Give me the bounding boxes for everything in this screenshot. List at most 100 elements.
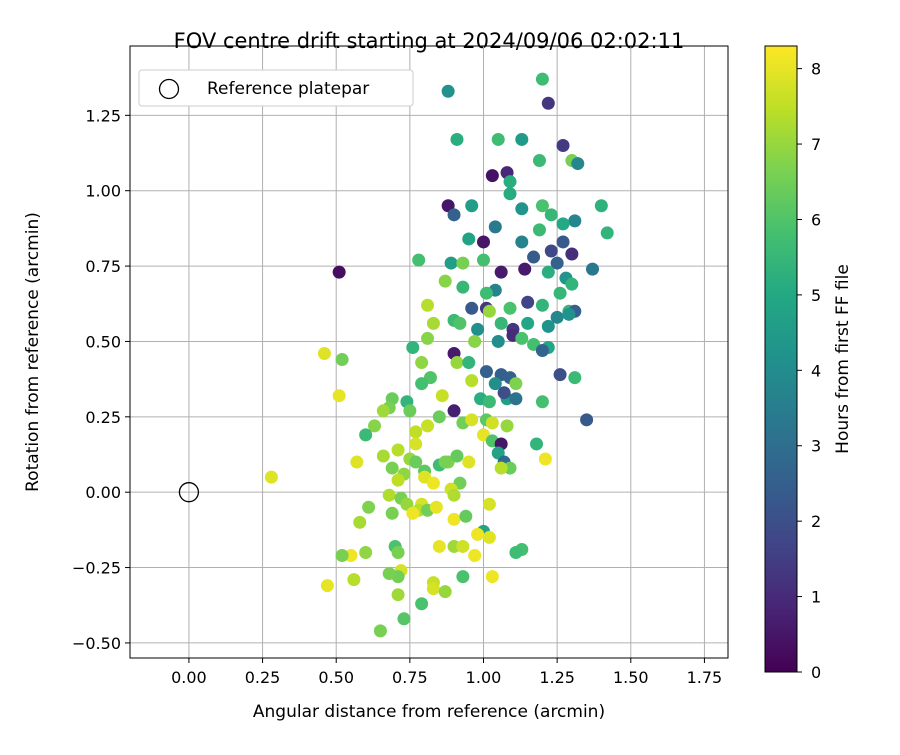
legend: Reference platepar xyxy=(138,69,414,107)
colorbar: 0 1 2 3 4 5 6 7 8 Hours from first FF file xyxy=(764,45,853,682)
colorbar-tick-label: 7 xyxy=(811,135,821,154)
data-point xyxy=(535,298,549,312)
data-point xyxy=(462,455,476,469)
data-point xyxy=(415,597,429,611)
legend-label: Reference platepar xyxy=(207,79,369,99)
y-axis-label: Rotation from reference (arcmin) xyxy=(23,212,43,492)
data-point xyxy=(447,488,461,502)
data-point xyxy=(509,392,523,406)
colorbar-gradient xyxy=(764,45,798,673)
data-point xyxy=(447,404,461,418)
data-point xyxy=(391,473,405,487)
data-point xyxy=(462,356,476,370)
data-point xyxy=(485,169,499,183)
data-point xyxy=(503,175,517,189)
data-point xyxy=(385,461,399,475)
x-tick-label: 1.00 xyxy=(466,668,502,687)
data-point xyxy=(385,506,399,520)
data-point xyxy=(382,488,396,502)
data-point xyxy=(332,265,346,279)
x-tick-label: 0.75 xyxy=(392,668,428,687)
data-point xyxy=(432,539,446,553)
data-point xyxy=(488,377,502,391)
data-point xyxy=(438,455,452,469)
data-point xyxy=(456,280,470,294)
data-point xyxy=(568,371,582,385)
data-point xyxy=(535,72,549,86)
x-tick-label: 1.50 xyxy=(613,668,649,687)
y-tick-label: −0.25 xyxy=(72,559,121,578)
data-point xyxy=(376,404,390,418)
legend-box xyxy=(138,69,414,107)
data-point xyxy=(456,256,470,270)
data-point xyxy=(373,624,387,638)
data-point xyxy=(530,437,544,451)
data-points xyxy=(264,72,614,638)
data-point xyxy=(571,157,585,171)
data-point xyxy=(541,96,555,110)
data-point xyxy=(450,449,464,463)
chart-title: FOV centre drift starting at 2024/09/06 … xyxy=(174,29,685,53)
data-point xyxy=(544,244,558,258)
colorbar-tick-label: 5 xyxy=(811,286,821,305)
data-point xyxy=(471,527,485,541)
y-tick-label: −0.50 xyxy=(72,634,121,653)
data-point xyxy=(264,470,278,484)
data-point xyxy=(456,539,470,553)
colorbar-tick-label: 6 xyxy=(811,210,821,229)
data-point xyxy=(503,187,517,201)
data-point xyxy=(471,322,485,336)
data-point xyxy=(453,316,467,330)
data-point xyxy=(515,202,529,216)
data-point xyxy=(415,356,429,370)
data-point xyxy=(600,226,614,240)
data-point xyxy=(426,476,440,490)
data-point xyxy=(359,428,373,442)
data-point xyxy=(468,548,482,562)
data-point xyxy=(320,579,334,593)
data-point xyxy=(447,208,461,222)
data-point xyxy=(426,582,440,596)
y-tick-label: 0.00 xyxy=(85,483,121,502)
data-point xyxy=(509,545,523,559)
data-point xyxy=(494,316,508,330)
data-point xyxy=(409,437,423,451)
x-tick-label: 0.50 xyxy=(318,668,354,687)
data-point xyxy=(556,235,570,249)
data-point xyxy=(535,395,549,409)
data-point xyxy=(406,506,420,520)
data-point xyxy=(476,235,490,249)
data-point xyxy=(391,588,405,602)
data-point xyxy=(391,545,405,559)
data-point xyxy=(397,612,411,626)
data-point xyxy=(391,443,405,457)
x-tick-label: 1.25 xyxy=(539,668,575,687)
data-point xyxy=(500,419,514,433)
data-point xyxy=(465,413,479,427)
data-point xyxy=(450,356,464,370)
data-point xyxy=(568,214,582,228)
data-point xyxy=(421,419,435,433)
data-point xyxy=(535,199,549,213)
data-point xyxy=(485,416,499,430)
data-point xyxy=(518,262,532,276)
data-point xyxy=(553,286,567,300)
data-point xyxy=(562,307,576,321)
data-point xyxy=(403,404,417,418)
data-point xyxy=(494,461,508,475)
data-point xyxy=(359,545,373,559)
data-point xyxy=(435,389,449,403)
data-point xyxy=(527,250,541,264)
data-point xyxy=(444,256,458,270)
data-point xyxy=(447,512,461,526)
data-point xyxy=(541,265,555,279)
data-point xyxy=(482,497,496,511)
data-point xyxy=(482,304,496,318)
colorbar-label: Hours from first FF file xyxy=(833,264,853,454)
data-point xyxy=(409,425,423,439)
data-point xyxy=(515,235,529,249)
data-point xyxy=(538,452,552,466)
data-point xyxy=(494,265,508,279)
